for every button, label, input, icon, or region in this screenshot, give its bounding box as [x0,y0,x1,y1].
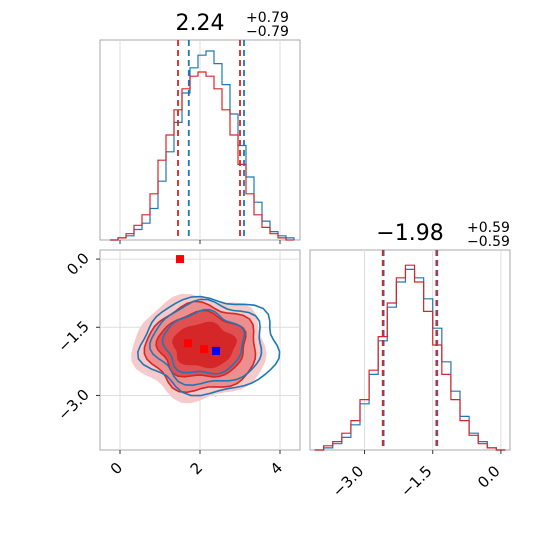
hist-x-title-sup: +0.79 [246,10,289,26]
panel-scatter-markers [176,255,220,355]
panel-scatter-contours [131,293,281,404]
hist-y-series-blue [314,268,506,451]
hist-x-title-sub: −0.79 [246,24,289,40]
panel-hist-x-grid [119,40,281,244]
panel-scatter-2d: 0 2 4 0.0 −1.5 −3.0 [54,249,301,478]
hist-y-xtick-label: −1.5 [397,462,435,500]
panel-hist-y-quantile-lines [381,250,439,450]
scatter-sample-dot [214,395,217,398]
panel-hist-y-series [314,264,506,451]
panel-hist-y-xticks: −3.0 −1.5 0.0 [329,450,504,501]
scatter-xtick-label: 0 [107,459,126,478]
scatter-ytick-label: −1.5 [54,317,92,355]
panel-hist-y-frame [309,249,511,451]
panel-hist-y: −3.0 −1.5 0.0 −1.98 +0.59 −0.59 [309,220,511,501]
scatter-marker-red [184,339,192,348]
scatter-ytick-label: −3.0 [54,386,92,424]
scatter-marker-blue [212,346,220,355]
scatter-contour-blue [161,308,246,375]
scatter-marker-red [200,345,208,354]
hist-x-title: 2.24 [176,11,225,36]
hist-x-series-red [110,71,294,241]
hist-y-title: −1.98 [376,221,443,246]
scatter-xtick-label: 4 [267,459,286,478]
panel-hist-x: 2.24 +0.79 −0.79 [99,10,301,244]
scatter-contour-red [172,321,237,369]
scatter-xtick-label: 2 [187,459,206,478]
panel-hist-y-grid [364,250,502,450]
hist-y-title-sup: +0.59 [467,220,510,236]
panel-hist-x-series [110,50,295,241]
scatter-marker-red [176,255,184,264]
scatter-contour-blue [149,298,263,387]
panel-scatter-xticks: 0 2 4 [107,450,286,478]
hist-y-series-red [314,264,506,451]
scatter-ytick-label: 0.0 [63,249,93,279]
scatter-contour-blue [136,295,281,397]
hist-y-xtick-label: −3.0 [329,462,367,500]
hist-y-title-sub: −0.59 [467,234,510,250]
panel-scatter-yticks: 0.0 −1.5 −3.0 [54,249,100,424]
hist-y-xtick-label: 0.0 [474,462,504,492]
panel-hist-x-quantile-lines [177,40,245,240]
